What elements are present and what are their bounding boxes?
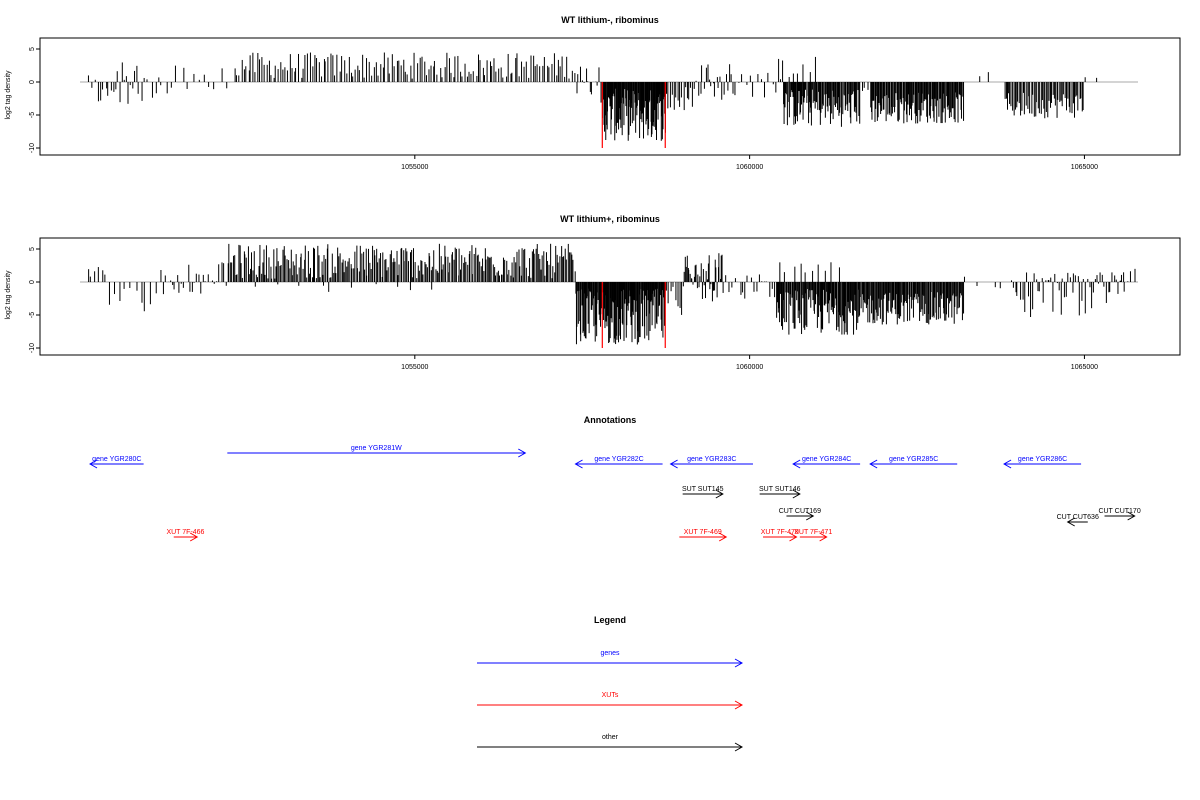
track-panel-lithium-minus: WT lithium-, ribominus log2 tag density …	[5, 15, 1181, 171]
annotation-arrow-head	[1003, 459, 1012, 469]
legend-item: other	[477, 734, 744, 752]
marker-lines	[601, 282, 666, 348]
annotation-label: gene YGR286C	[1018, 456, 1067, 463]
annotation-arrow-head	[792, 489, 801, 499]
y-tick-label: 5	[29, 47, 36, 51]
track-panel-lithium-plus: WT lithium+, ribominus log2 tag density …	[5, 214, 1181, 371]
annotation-arrow-head	[718, 532, 728, 542]
x-tick-label: 1065000	[1071, 164, 1098, 171]
annotation-arrow-head	[869, 459, 878, 469]
y-tick-label: 5	[29, 247, 36, 251]
legend-arrow-head	[734, 700, 744, 710]
annotation-feature: XUT 7F-471	[794, 529, 832, 542]
annotation-arrow-head	[805, 511, 815, 521]
annotation-label: SUT SUT146	[759, 486, 801, 493]
annotation-feature: gene YGR280C	[89, 456, 144, 469]
legend-arrow-head	[734, 658, 744, 668]
annotations-title: Annotations	[584, 415, 637, 425]
annotation-arrow-head	[669, 459, 678, 469]
annotation-feature: CUT CUT170	[1098, 508, 1141, 521]
annotation-features: gene YGR280C gene YGR281W gene YGR282C gene…	[89, 445, 1141, 542]
y-tick-label: 0	[29, 280, 36, 284]
annotation-arrow-head	[715, 489, 724, 499]
y-axis-label: log2 tag density	[5, 70, 12, 120]
bar-series	[80, 243, 1138, 345]
x-axis: 1055000 1060000 1065000	[401, 355, 1098, 371]
marker-lines	[601, 82, 666, 148]
annotation-label: XUT 7F-466	[166, 529, 204, 536]
track-title: WT lithium+, ribominus	[560, 214, 660, 224]
legend-items: genes XUTs other	[477, 650, 744, 752]
annotation-arrow-head	[89, 459, 98, 469]
annotation-label: SUT SUT145	[682, 486, 724, 493]
legend-label: other	[602, 734, 619, 741]
y-tick-label: 0	[29, 80, 36, 84]
bar-series	[80, 52, 1138, 141]
x-tick-label: 1065000	[1071, 364, 1098, 371]
annotation-feature: gene YGR281W	[227, 445, 527, 458]
y-tick-label: -10	[29, 343, 36, 353]
legend-item: genes	[477, 650, 744, 668]
annotation-label: XUT 7F-469	[684, 529, 722, 536]
annotation-label: gene YGR280C	[92, 456, 141, 463]
annotation-label: XUT 7F-471	[794, 529, 832, 536]
annotation-arrow-head	[1127, 511, 1136, 521]
y-axis-label: log2 tag density	[5, 270, 12, 320]
y-tick-label: -5	[29, 312, 36, 318]
annotation-label: CUT CUT169	[779, 508, 821, 515]
annotation-feature: XUT 7F-466	[166, 529, 205, 542]
legend-title: Legend	[594, 615, 626, 625]
legend: Legend genes XUTs other	[477, 615, 744, 752]
annotation-label: gene YGR282C	[594, 456, 643, 463]
annotation-feature: SUT SUT145	[682, 486, 724, 499]
annotation-feature: CUT CUT169	[779, 508, 821, 521]
y-tick-label: -10	[29, 143, 36, 153]
annotation-label: CUT CUT636	[1057, 514, 1099, 521]
legend-label: genes	[600, 650, 620, 657]
annotation-arrow-head	[189, 532, 199, 542]
annotation-feature: XUT 7F-470	[761, 529, 799, 542]
annotation-feature: gene YGR283C	[669, 456, 753, 469]
x-tick-label: 1060000	[736, 364, 763, 371]
annotation-label: CUT CUT170	[1098, 508, 1140, 515]
x-axis: 1055000 1060000 1065000	[401, 155, 1098, 171]
y-axis: 5 0 -5 -10	[29, 247, 41, 353]
annotation-arrow-head	[789, 532, 798, 542]
annotation-label: gene YGR285C	[889, 456, 938, 463]
annotation-arrow-head	[1066, 517, 1075, 527]
annotation-feature: gene YGR282C	[574, 456, 663, 469]
x-tick-label: 1060000	[736, 164, 763, 171]
annotation-label: gene YGR283C	[687, 456, 736, 463]
annotation-feature: gene YGR285C	[869, 456, 958, 469]
legend-arrow-head	[734, 742, 744, 752]
annotation-feature: XUT 7F-469	[679, 529, 728, 542]
annotation-arrow-head	[574, 459, 583, 469]
track-title: WT lithium-, ribominus	[561, 15, 659, 25]
annotation-feature: gene YGR286C	[1003, 456, 1082, 469]
annotation-feature: gene YGR284C	[792, 456, 861, 469]
y-axis: 5 0 -5 -10	[29, 47, 41, 153]
legend-label: XUTs	[602, 692, 619, 699]
x-tick-label: 1055000	[401, 364, 428, 371]
annotation-arrow-head	[819, 532, 828, 542]
annotation-label: gene YGR281W	[351, 445, 402, 452]
annotation-arrow-head	[518, 448, 527, 458]
legend-item: XUTs	[477, 692, 744, 710]
annotation-label: gene YGR284C	[802, 456, 851, 463]
y-tick-label: -5	[29, 112, 36, 118]
annotation-feature: SUT SUT146	[759, 486, 801, 499]
annotation-feature: CUT CUT636	[1057, 514, 1099, 527]
x-tick-label: 1055000	[401, 164, 428, 171]
annotation-label: XUT 7F-470	[761, 529, 799, 536]
annotation-arrow-head	[792, 459, 801, 469]
